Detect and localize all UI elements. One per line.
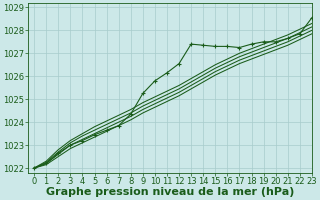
- X-axis label: Graphe pression niveau de la mer (hPa): Graphe pression niveau de la mer (hPa): [46, 187, 294, 197]
